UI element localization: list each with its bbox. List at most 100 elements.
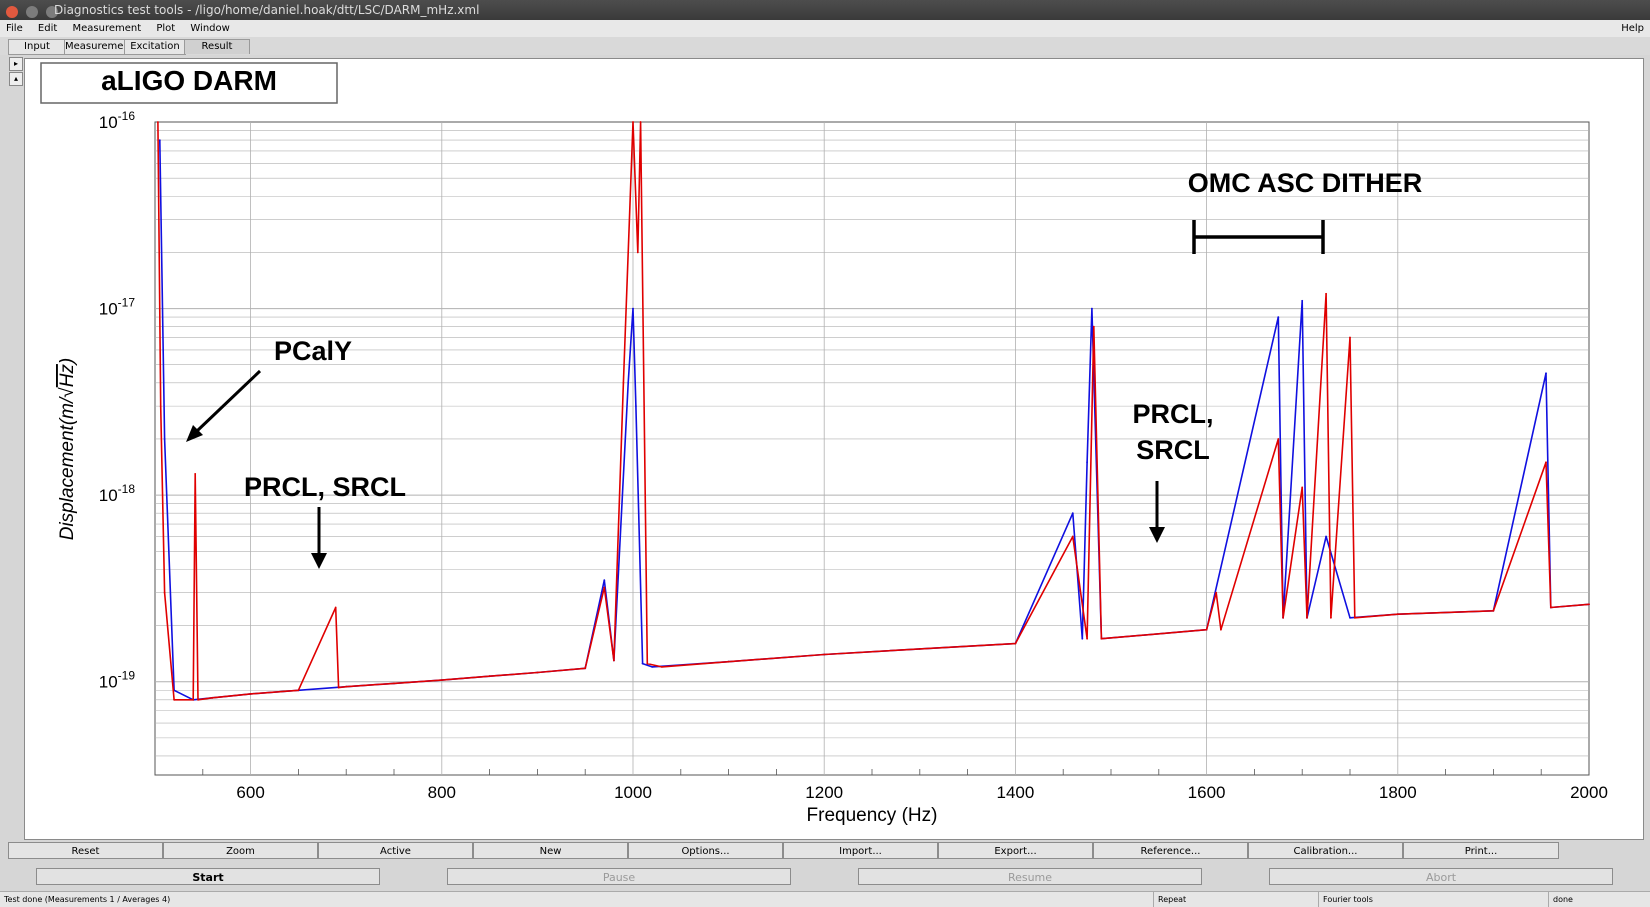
x-tick-label: 1000 (614, 783, 652, 802)
data-point (345, 685, 348, 688)
data-point (622, 381, 625, 384)
start-button[interactable]: Start (36, 868, 380, 885)
expand-arrow-icon[interactable]: ▸ (9, 57, 23, 71)
status-state: done (1548, 892, 1648, 907)
y-axis-label-suffix: ) (57, 358, 78, 366)
x-tick-label: 2000 (1570, 783, 1608, 802)
data-point (627, 381, 630, 384)
side-arrows: ▸ ▴ (9, 57, 23, 86)
import-button[interactable]: Import... (783, 842, 938, 859)
data-point (727, 660, 730, 663)
data-point (1306, 616, 1308, 619)
data-point (603, 579, 606, 582)
abort-button[interactable]: Abort (1269, 868, 1613, 885)
y-tick-exponent: -18 (118, 482, 136, 496)
data-point (639, 121, 642, 123)
srcl-high-label: SRCL (1136, 435, 1210, 465)
data-point (192, 698, 195, 701)
data-point (1545, 461, 1547, 464)
data-point (297, 689, 300, 692)
x-tick-label: 1600 (1188, 783, 1226, 802)
data-point (1325, 292, 1327, 295)
y-tick-label: 10-16 (99, 109, 136, 132)
menu-help[interactable]: Help (1621, 23, 1644, 34)
darm-plot[interactable]: aLIGO DARM 600 800 1000 1200 1400 1600 1800 200… (25, 59, 1643, 839)
plot-panel: aLIGO DARM 600 800 1000 1200 1400 1600 1800 200… (24, 58, 1644, 840)
window-title: Diagnostics test tools - /ligo/home/dani… (54, 3, 480, 17)
tab-result[interactable]: Result (184, 39, 250, 54)
zoom-button[interactable]: Zoom (163, 842, 318, 859)
menu-window[interactable]: Window (190, 23, 230, 34)
reference-button[interactable]: Reference... (1093, 842, 1248, 859)
data-point (1549, 606, 1552, 609)
data-point (603, 586, 606, 589)
data-point (1092, 325, 1095, 328)
data-point (163, 591, 166, 594)
resume-button[interactable]: Resume (858, 868, 1202, 885)
data-point (488, 675, 491, 678)
prcl-srcl-high-arrowhead-icon (1149, 527, 1165, 543)
menu-file[interactable]: File (6, 23, 23, 34)
pcaly-arrow (195, 369, 262, 433)
data-point (1396, 613, 1399, 616)
status-mode: Repeat (1153, 892, 1318, 907)
window-titlebar: Diagnostics test tools - /ligo/home/dani… (0, 0, 1650, 20)
export-button[interactable]: Export... (938, 842, 1093, 859)
data-point (1330, 616, 1332, 619)
data-point (337, 686, 340, 689)
status-tools: Fourier tools (1318, 892, 1548, 907)
title-box (40, 62, 338, 104)
axis-ticks: 600 800 1000 1200 1400 1600 1800 200010-1610-17… (99, 109, 1608, 802)
data-point (173, 698, 176, 701)
menu-edit[interactable]: Edit (37, 23, 58, 34)
status-bar: Test done (Measurements 1 / Averages 4) … (0, 891, 1650, 907)
maximize-icon[interactable] (45, 6, 58, 18)
data-point (393, 682, 395, 685)
print-button[interactable]: Print... (1403, 842, 1559, 859)
data-point (197, 698, 199, 701)
active-button[interactable]: Active (318, 842, 473, 859)
data-point (1301, 486, 1304, 489)
calibration-button[interactable]: Calibration... (1248, 842, 1403, 859)
data-point (613, 659, 615, 662)
data-point (1277, 438, 1280, 440)
data-point (1277, 316, 1280, 318)
data-point (1100, 637, 1103, 640)
sqrt-glyph: √ (57, 387, 78, 398)
pause-button[interactable]: Pause (447, 868, 791, 885)
y-tick-label: 10-17 (99, 296, 136, 319)
x-tick-label: 1400 (996, 783, 1034, 802)
data-point (1086, 461, 1088, 464)
collapse-arrow-icon[interactable]: ▴ (9, 72, 23, 86)
menu-plot[interactable]: Plot (156, 23, 176, 34)
y-tick-base: 10 (99, 300, 118, 319)
menu-measurement[interactable]: Measurement (72, 23, 142, 34)
reset-button[interactable]: Reset (8, 842, 163, 859)
data-point (1220, 628, 1222, 631)
minimize-icon[interactable] (25, 6, 38, 18)
data-point (632, 307, 634, 310)
data-point (440, 679, 443, 681)
data-point (1014, 642, 1017, 645)
data-point (646, 662, 649, 665)
tab-excitation[interactable]: Excitation (124, 39, 186, 55)
new-button[interactable]: New (473, 842, 628, 859)
data-point (1215, 591, 1218, 594)
tab-measurement[interactable]: Measurement (64, 39, 134, 55)
data-point (1492, 609, 1495, 612)
options-button[interactable]: Options... (628, 842, 783, 859)
data-point (636, 251, 639, 254)
y-tick-label: 10-19 (99, 669, 136, 692)
y-axis-label-unit: Hz (57, 364, 78, 388)
data-point (1071, 535, 1074, 538)
data-point (163, 438, 166, 440)
tab-input[interactable]: Input (8, 39, 66, 55)
tab-bar: Input Measurement Excitation Result (0, 37, 1650, 55)
data-point (823, 653, 826, 656)
data-point (1091, 307, 1093, 310)
menu-bar: File Edit Measurement Plot Window Help (0, 20, 1650, 37)
data-point (1353, 616, 1356, 619)
data-point (584, 667, 587, 670)
close-icon[interactable] (6, 6, 18, 18)
data-point (1081, 637, 1084, 640)
